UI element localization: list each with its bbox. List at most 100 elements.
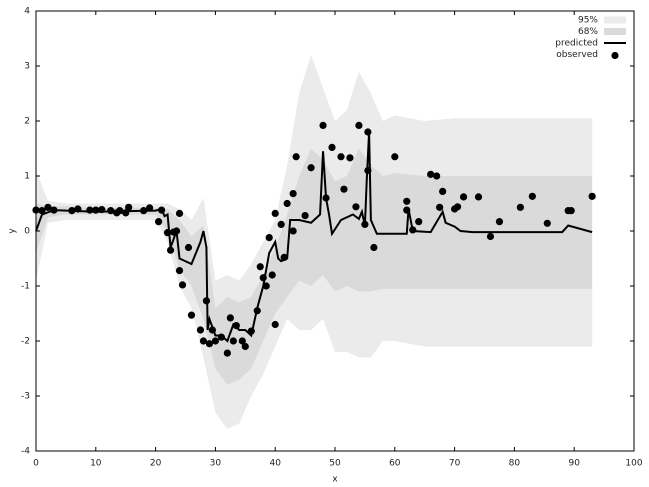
observed-point bbox=[364, 166, 372, 175]
observed-point bbox=[256, 263, 264, 271]
observed-point bbox=[439, 187, 447, 195]
observed-point bbox=[202, 297, 211, 305]
observed-point bbox=[74, 205, 82, 213]
observed-point bbox=[92, 206, 100, 214]
observed-point bbox=[205, 340, 214, 348]
observed-point bbox=[319, 121, 327, 129]
x-tick-label: 80 bbox=[509, 459, 521, 469]
observed-point bbox=[352, 203, 360, 211]
observed-point bbox=[217, 333, 225, 341]
observed-point bbox=[289, 227, 297, 235]
observed-point bbox=[474, 193, 483, 201]
observed-point bbox=[271, 209, 279, 217]
observed-point bbox=[337, 153, 345, 161]
observed-point bbox=[241, 342, 249, 351]
y-tick-label: 0 bbox=[24, 227, 30, 237]
legend-label: predicted bbox=[555, 39, 598, 49]
observed-point bbox=[370, 243, 378, 252]
observed-point bbox=[271, 320, 279, 329]
observed-point bbox=[516, 203, 524, 211]
observed-point bbox=[125, 203, 133, 211]
observed-point bbox=[232, 322, 240, 330]
observed-point bbox=[157, 206, 166, 214]
y-tick-label: -3 bbox=[21, 392, 30, 402]
x-tick-label: 0 bbox=[33, 459, 39, 469]
x-tick-label: 60 bbox=[389, 459, 401, 469]
observed-point bbox=[50, 206, 58, 214]
x-tick-label: 70 bbox=[449, 459, 461, 469]
y-tick-label: 4 bbox=[24, 7, 30, 17]
predicted-line bbox=[35, 131, 593, 343]
observed-point bbox=[292, 153, 300, 161]
observed-point bbox=[280, 253, 288, 261]
observed-point bbox=[98, 205, 106, 214]
observed-point bbox=[283, 199, 291, 208]
legend-swatch bbox=[604, 16, 626, 24]
observed-point bbox=[154, 218, 163, 226]
x-tick-label: 20 bbox=[150, 459, 162, 469]
y-axis-label: y bbox=[8, 228, 18, 234]
plot-area bbox=[32, 55, 596, 429]
x-tick-label: 30 bbox=[210, 459, 222, 469]
observed-point bbox=[409, 226, 417, 234]
observed-point bbox=[567, 207, 575, 215]
observed-point bbox=[208, 326, 217, 334]
observed-point bbox=[346, 154, 354, 162]
observed-point bbox=[328, 143, 336, 151]
y-tick-label: 2 bbox=[24, 117, 30, 127]
legend-swatch bbox=[604, 28, 626, 35]
x-tick-label: 40 bbox=[269, 459, 281, 469]
observed-point bbox=[122, 209, 130, 217]
observed-point bbox=[268, 271, 276, 279]
observed-point bbox=[187, 311, 196, 319]
observed-point bbox=[107, 207, 115, 215]
legend-swatch bbox=[611, 51, 619, 60]
observed-point bbox=[322, 194, 330, 202]
observed-point bbox=[184, 243, 193, 252]
observed-point bbox=[355, 121, 363, 129]
observed-point bbox=[175, 267, 184, 275]
x-tick-label: 50 bbox=[329, 459, 341, 469]
observed-point bbox=[265, 234, 273, 242]
observed-point bbox=[196, 326, 205, 334]
observed-point bbox=[289, 190, 297, 198]
observed-point bbox=[44, 203, 52, 211]
observed-point bbox=[226, 314, 234, 322]
observed-point bbox=[486, 232, 495, 241]
observed-point bbox=[172, 227, 181, 235]
observed-point bbox=[247, 327, 255, 335]
observed-point bbox=[178, 281, 187, 289]
observed-point bbox=[211, 337, 219, 345]
observed-point bbox=[38, 207, 46, 215]
x-axis-label: x bbox=[332, 475, 338, 485]
observed-point bbox=[175, 209, 184, 217]
observed-point bbox=[140, 207, 148, 215]
observed-point bbox=[253, 307, 261, 315]
observed-point bbox=[307, 164, 315, 172]
observed-point bbox=[403, 197, 411, 205]
observed-point bbox=[68, 207, 76, 215]
y-tick-label: 1 bbox=[24, 172, 30, 182]
observed-point bbox=[223, 349, 231, 357]
observed-point bbox=[391, 153, 399, 161]
observed-point bbox=[495, 218, 504, 226]
observed-point bbox=[262, 282, 270, 290]
y-tick-label: -2 bbox=[21, 337, 30, 347]
legend-label: 68% bbox=[578, 27, 598, 37]
observed-point bbox=[199, 337, 208, 345]
y-tick-label: 3 bbox=[24, 62, 30, 72]
legend-label: observed bbox=[556, 50, 598, 60]
observed-point bbox=[415, 218, 423, 226]
observed-point bbox=[543, 219, 551, 227]
observed-point bbox=[528, 192, 536, 200]
x-tick-label: 10 bbox=[90, 459, 102, 469]
observed-point bbox=[301, 212, 309, 220]
observed-point bbox=[238, 337, 246, 345]
observed-point bbox=[459, 193, 468, 201]
x-tick-label: 90 bbox=[568, 459, 580, 469]
observed-point bbox=[403, 206, 411, 214]
legend-label: 95% bbox=[578, 16, 598, 26]
observed-point bbox=[453, 203, 462, 211]
observed-point bbox=[116, 207, 124, 215]
